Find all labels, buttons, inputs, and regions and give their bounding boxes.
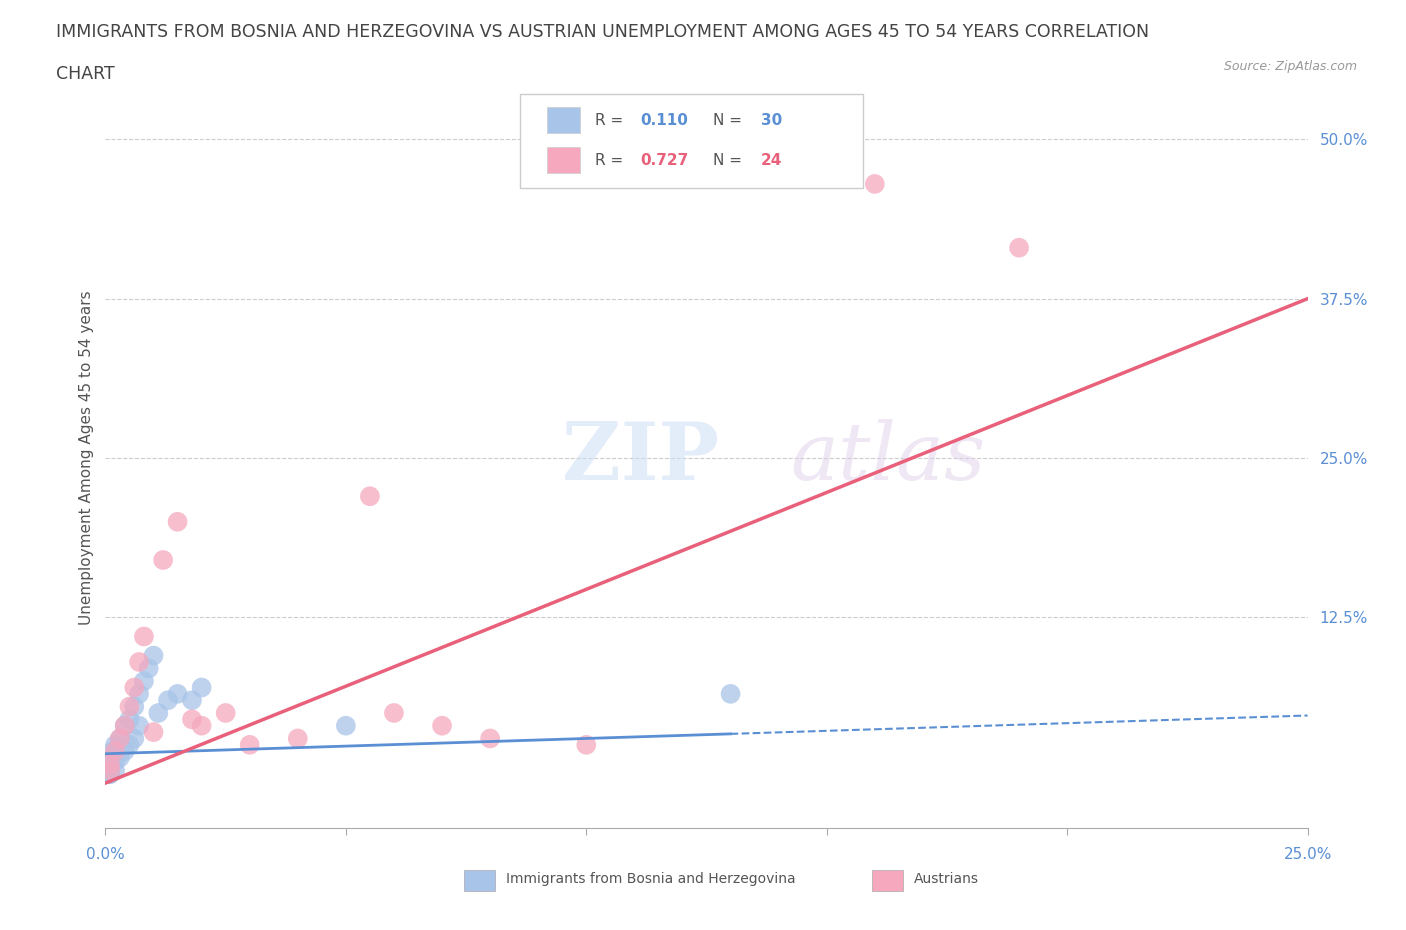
- Text: atlas: atlas: [790, 419, 986, 497]
- Point: [97, 763, 120, 777]
- Point: [190, 718, 212, 733]
- Text: IMMIGRANTS FROM BOSNIA AND HERZEGOVINA VS AUSTRIAN UNEMPLOYMENT AMONG AGES 45 TO: IMMIGRANTS FROM BOSNIA AND HERZEGOVINA V…: [56, 23, 1149, 41]
- Point: [104, 763, 127, 777]
- Point: [156, 693, 179, 708]
- Point: [98, 766, 121, 781]
- Point: [128, 686, 150, 701]
- Point: [166, 686, 188, 701]
- Point: [142, 648, 165, 663]
- Point: [104, 754, 127, 769]
- Text: Source: ZipAtlas.com: Source: ZipAtlas.com: [1223, 60, 1357, 73]
- Text: R =: R =: [595, 153, 628, 167]
- Point: [104, 737, 127, 752]
- Text: N =: N =: [713, 113, 747, 127]
- Text: 0.727: 0.727: [640, 153, 689, 167]
- Point: [98, 751, 121, 765]
- Point: [108, 731, 131, 746]
- Point: [181, 711, 204, 726]
- Point: [863, 177, 886, 192]
- Y-axis label: Unemployment Among Ages 45 to 54 years: Unemployment Among Ages 45 to 54 years: [79, 291, 94, 625]
- Point: [118, 737, 141, 752]
- Point: [98, 759, 121, 774]
- Text: N =: N =: [713, 153, 747, 167]
- Point: [104, 744, 127, 759]
- Point: [430, 718, 453, 733]
- Point: [97, 765, 120, 780]
- Bar: [872, 870, 903, 891]
- Text: 24: 24: [761, 153, 782, 167]
- Point: [124, 699, 146, 714]
- Point: [382, 706, 405, 721]
- Point: [101, 744, 124, 759]
- Point: [124, 731, 146, 746]
- Point: [114, 718, 136, 733]
- Text: 0.110: 0.110: [640, 113, 689, 127]
- Point: [128, 718, 150, 733]
- Text: 25.0%: 25.0%: [1284, 847, 1331, 862]
- Point: [287, 731, 309, 746]
- Bar: [547, 147, 581, 173]
- Point: [128, 655, 150, 670]
- FancyBboxPatch shape: [520, 94, 863, 188]
- Point: [118, 699, 141, 714]
- Point: [108, 751, 131, 765]
- Point: [359, 489, 381, 504]
- Text: ZIP: ZIP: [562, 419, 720, 497]
- Point: [575, 737, 598, 752]
- Point: [181, 693, 204, 708]
- Point: [214, 706, 236, 721]
- Point: [114, 718, 136, 733]
- Point: [132, 673, 155, 688]
- Point: [239, 737, 262, 752]
- Point: [98, 766, 121, 781]
- Point: [98, 756, 121, 771]
- Bar: [547, 107, 581, 133]
- Point: [108, 731, 131, 746]
- Point: [335, 718, 357, 733]
- Text: 30: 30: [761, 113, 782, 127]
- Text: Immigrants from Bosnia and Herzegovina: Immigrants from Bosnia and Herzegovina: [506, 871, 796, 886]
- Point: [98, 763, 121, 777]
- Point: [142, 724, 165, 739]
- Point: [148, 706, 170, 721]
- Point: [190, 680, 212, 695]
- Point: [479, 731, 502, 746]
- Point: [1008, 240, 1031, 255]
- Point: [114, 744, 136, 759]
- Point: [166, 514, 188, 529]
- Point: [720, 686, 742, 701]
- Text: R =: R =: [595, 113, 628, 127]
- Point: [138, 661, 160, 676]
- Point: [118, 711, 141, 726]
- Point: [124, 680, 146, 695]
- Text: 0.0%: 0.0%: [86, 847, 125, 862]
- Bar: [464, 870, 495, 891]
- Point: [152, 552, 174, 567]
- Point: [132, 629, 155, 644]
- Text: Austrians: Austrians: [914, 871, 979, 886]
- Text: CHART: CHART: [56, 65, 115, 83]
